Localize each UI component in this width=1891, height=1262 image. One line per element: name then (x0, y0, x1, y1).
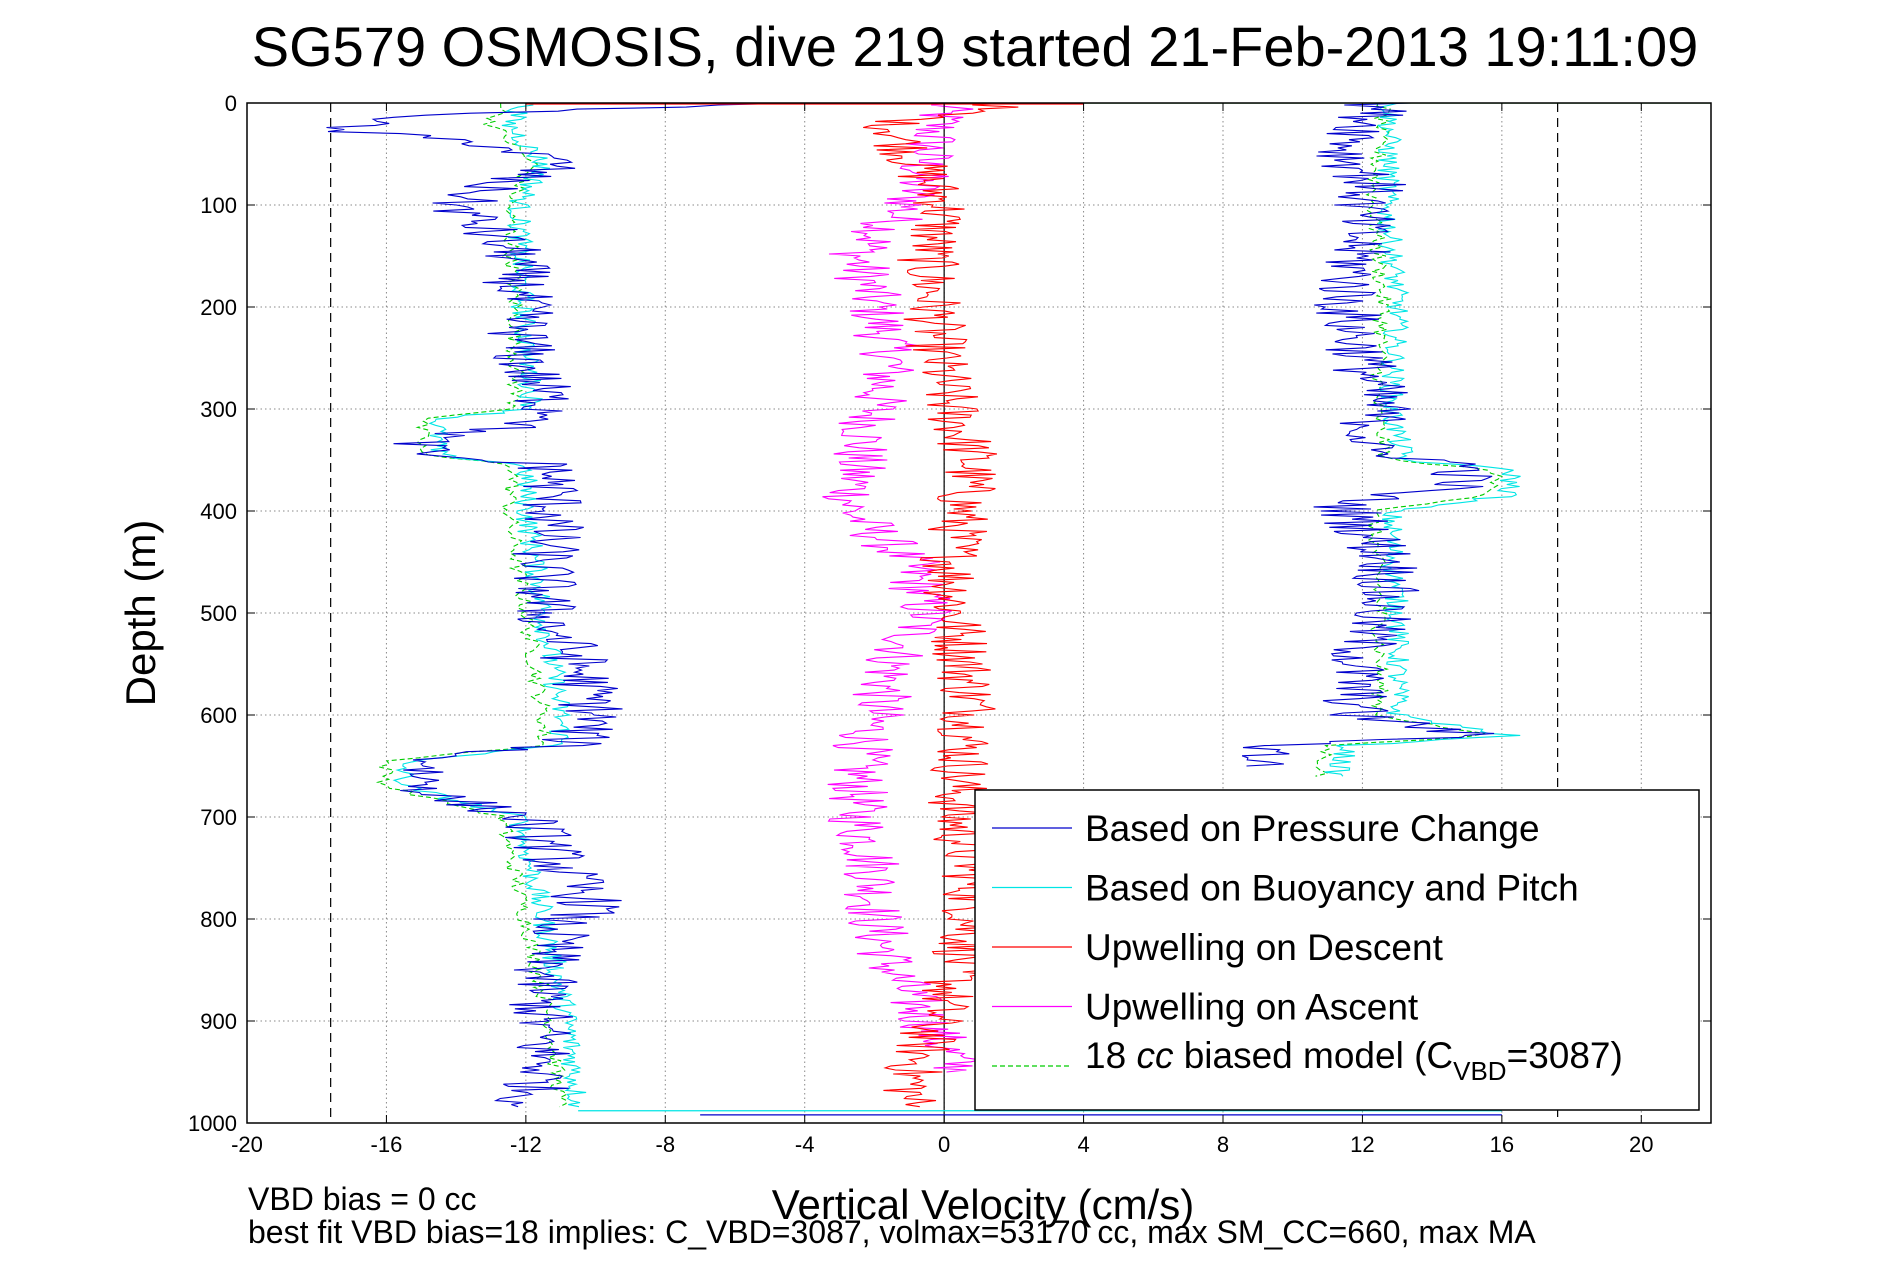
x-tick-label: 4 (1077, 1132, 1089, 1157)
y-tick-label: 900 (200, 1009, 237, 1034)
x-tick-label: 12 (1350, 1132, 1374, 1157)
upwelling-ascent-trace (822, 103, 981, 1073)
pressure-ascent-trace (1241, 103, 1495, 767)
y-tick-label: 600 (200, 703, 237, 728)
y-tick-label: 700 (200, 805, 237, 830)
y-axis-label: Depth (m) (117, 520, 164, 707)
biased-model-descent-trace (375, 103, 568, 1108)
x-tick-label: 0 (938, 1132, 950, 1157)
legend-label: Based on Pressure Change (1085, 808, 1540, 849)
chart-title: SG579 OSMOSIS, dive 219 started 21-Feb-2… (252, 15, 1698, 78)
legend-model-suffix: =3087) (1507, 1035, 1623, 1076)
biased-model-ascent-trace (1315, 103, 1504, 777)
y-tick-label: 300 (200, 397, 237, 422)
x-tick-label: -16 (371, 1132, 403, 1157)
y-tick-label: 1000 (188, 1111, 237, 1136)
legend-model-prefix: 18 (1085, 1035, 1126, 1076)
x-tick-label: -20 (231, 1132, 263, 1157)
buoyancy-ascent-trace (1324, 103, 1521, 777)
y-tick-label: 0 (225, 91, 237, 116)
x-tick-label: 16 (1490, 1132, 1514, 1157)
pressure-descent-trace (326, 103, 793, 1108)
y-tick-label: 200 (200, 295, 237, 320)
plot-lines (326, 103, 1711, 1116)
legend-label: Based on Buoyancy and Pitch (1085, 868, 1579, 909)
legend-model-italic: cc (1136, 1035, 1174, 1076)
legend-box (974, 789, 1700, 1111)
legend-model-rest: biased model (C (1173, 1035, 1453, 1076)
y-tick-label: 100 (200, 193, 237, 218)
x-tick-label: -4 (795, 1132, 815, 1157)
x-tick-label: 8 (1217, 1132, 1229, 1157)
x-tick-label: -8 (656, 1132, 676, 1157)
upwelling-descent-trace (863, 103, 1019, 1108)
legend-label-model: 18 cc biased model (CVBD=3087) (1085, 1035, 1623, 1086)
x-tick-label: -12 (510, 1132, 542, 1157)
vbd-bias-note: VBD bias = 0 cc (248, 1181, 477, 1217)
best-fit-note: best fit VBD bias=18 implies: C_VBD=3087… (248, 1214, 1536, 1250)
y-tick-label: 400 (200, 499, 237, 524)
axis-ticks: -20 -16 -12 -8 -4 0 4 8 12 16 20010020030040050060… (188, 91, 1711, 1157)
legend-model-subscript: VBD (1453, 1056, 1506, 1086)
x-axis-label: Vertical Velocity (cm/s) (772, 1181, 1194, 1228)
legend-label: Upwelling on Descent (1085, 927, 1444, 968)
legend: Based on Pressure Change Based on Buoyanc… (974, 789, 1700, 1111)
legend-label: Upwelling on Ascent (1085, 987, 1419, 1028)
x-tick-label: 20 (1629, 1132, 1653, 1157)
y-tick-label: 500 (200, 601, 237, 626)
y-tick-label: 800 (200, 907, 237, 932)
